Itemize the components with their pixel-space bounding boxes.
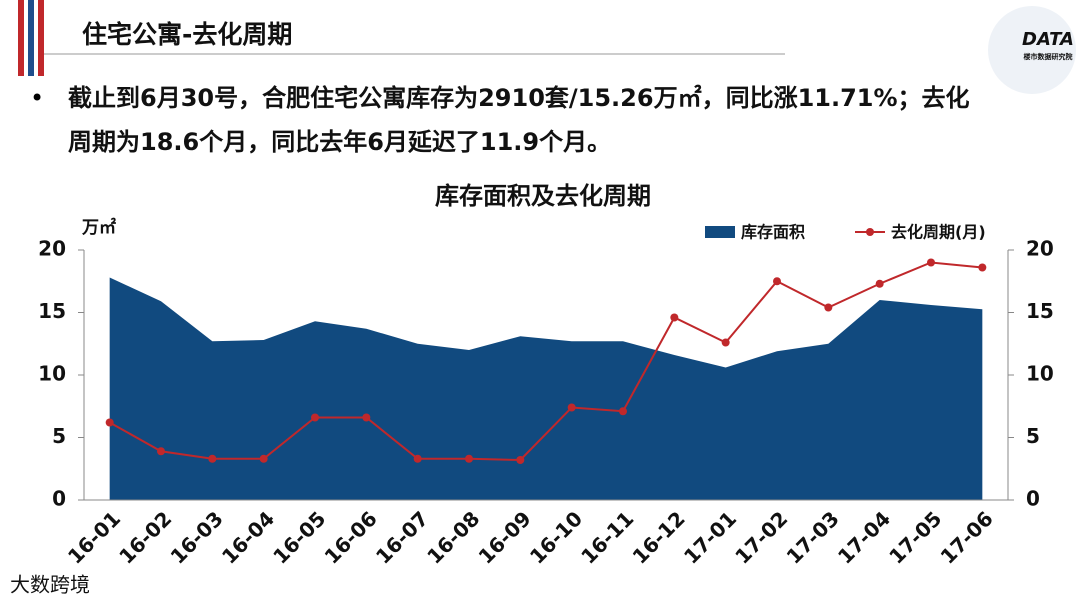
point [413, 454, 422, 463]
stripe [28, 0, 34, 76]
x-tick-label: 16-07 [371, 506, 433, 568]
header-title: 住宅公寓-去化周期 [82, 20, 292, 49]
point [516, 456, 525, 464]
stripe [38, 0, 44, 76]
y-label: 万㎡ [81, 217, 116, 238]
legend-swatch [866, 228, 874, 236]
y-tick-label: 0 [52, 487, 66, 511]
point [875, 279, 884, 288]
chart-title: 库存面积及去化周期 [435, 182, 651, 210]
x-tick-label: 16-08 [422, 506, 484, 568]
point [157, 447, 165, 456]
y2-tick-label: 0 [1026, 487, 1040, 511]
x-tick-label: 16-02 [114, 506, 176, 568]
x-tick-label: 17-01 [679, 506, 741, 568]
logo-subtext: 楼市数据研究院 [1024, 52, 1073, 61]
area [109, 277, 983, 500]
point [465, 454, 473, 463]
x-tick-label: 16-04 [217, 506, 279, 568]
x-tick-label: 16-10 [525, 506, 587, 568]
point [927, 258, 935, 267]
stripe [18, 0, 24, 76]
line [109, 261, 983, 462]
x-tick-label: 16-05 [268, 506, 330, 568]
bullet-text: 截止到6月30号，合肥住宅公寓库存为2910套/15.26万㎡，同比涨11.71… [68, 84, 970, 156]
point [721, 338, 730, 347]
y2-tick-label: 20 [1026, 237, 1054, 261]
x-tick-label: 17-03 [782, 506, 844, 568]
point [208, 454, 217, 463]
logo-bg [988, 6, 1076, 94]
legend-label: 库存面积 [741, 223, 805, 242]
point [362, 413, 371, 422]
point [567, 403, 576, 412]
x-tick-label: 17-04 [833, 506, 895, 568]
y-tick-label: 20 [38, 237, 66, 261]
y2-tick-label: 5 [1026, 424, 1040, 448]
point [978, 263, 987, 272]
logo-text: DATA [1022, 29, 1074, 50]
x-tick-label: 16-12 [628, 506, 690, 568]
y2-tick-label: 15 [1026, 299, 1054, 323]
point [773, 277, 781, 286]
point [824, 303, 833, 312]
legend-label: 去化周期(月) [891, 223, 986, 242]
y-tick-label: 10 [38, 362, 66, 386]
x-tick-label: 17-02 [730, 506, 792, 568]
x-tick-label: 16-01 [63, 506, 125, 568]
point [619, 407, 627, 416]
x-tick-label: 16-11 [576, 506, 638, 568]
x-tick-label: 16-06 [320, 506, 382, 568]
y-tick-label: 5 [52, 424, 66, 448]
watermark: 大数跨境 [10, 573, 90, 597]
x-tick-label: 16-09 [474, 506, 536, 568]
y2-tick-label: 10 [1026, 362, 1054, 386]
legend-swatch [705, 226, 735, 238]
point [105, 418, 114, 427]
y-tick-label: 15 [38, 299, 66, 323]
bullet-dot: • [30, 84, 45, 112]
x-tick-label: 17-05 [884, 506, 946, 568]
x-tick-label: 16-03 [166, 506, 228, 568]
point [259, 454, 268, 463]
point [311, 413, 319, 422]
x-tick-label: 17-06 [936, 506, 998, 568]
point [670, 313, 679, 322]
